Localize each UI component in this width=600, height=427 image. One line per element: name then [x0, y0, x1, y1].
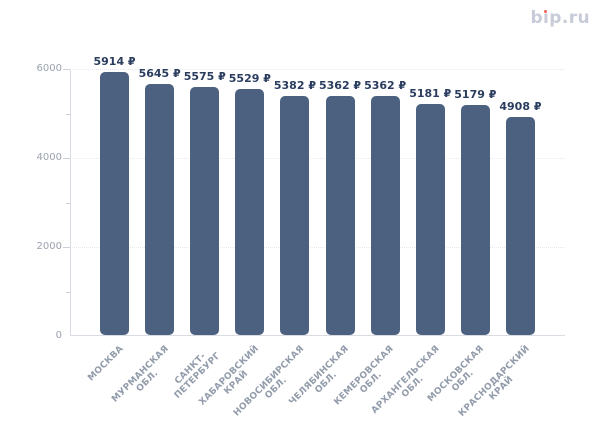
- bar: [145, 83, 175, 335]
- y-tick-major: [63, 247, 70, 248]
- bar-value-label: 5179 ₽: [454, 87, 497, 101]
- y-axis-label: 6000: [36, 63, 62, 74]
- bar: [100, 71, 130, 335]
- y-tick-minor: [66, 202, 70, 204]
- site-logo[interactable]: bı p.ru: [530, 8, 590, 28]
- logo-i-letter: ı: [543, 8, 550, 28]
- bar-value-label: 5575 ₽: [183, 69, 226, 83]
- bar-value-label: 5529 ₽: [228, 71, 271, 85]
- bar: [460, 104, 490, 335]
- bar: [280, 95, 310, 335]
- bar-value-label: 5382 ₽: [273, 78, 316, 92]
- bar-value-label: 5181 ₽: [409, 87, 452, 101]
- bar: [415, 104, 445, 335]
- gridline: [70, 247, 565, 248]
- logo-i-dot: [543, 9, 548, 13]
- bar-value-label: 4908 ₽: [499, 99, 542, 113]
- bar: [235, 88, 265, 335]
- y-tick-major: [63, 69, 70, 70]
- y-axis-label: 2000: [36, 241, 62, 252]
- y-axis-label: 0: [55, 330, 62, 341]
- y-axis-line: [70, 69, 71, 336]
- bar-value-label: 5914 ₽: [93, 54, 136, 68]
- bar-value-label: 5645 ₽: [138, 66, 181, 80]
- x-axis-label: МОСКВА: [86, 344, 126, 384]
- bar: [325, 96, 355, 335]
- bar-value-label: 5362 ₽: [318, 79, 362, 93]
- y-tick-minor: [66, 291, 70, 293]
- y-tick-major: [63, 158, 70, 159]
- y-axis-label: 4000: [36, 152, 62, 163]
- y-tick-minor: [66, 113, 70, 115]
- plot-area: 0 2000 4000 6000 5914 ₽ МОСКВА 5645 ₽ МУРМАНСКА…: [37, 55, 565, 419]
- gridline: [70, 158, 565, 159]
- bar: [505, 116, 535, 335]
- bar: [370, 96, 400, 335]
- bar: [190, 86, 220, 335]
- x-axis-line: [70, 335, 565, 336]
- gridline: [70, 69, 565, 70]
- bar-value-label: 5362 ₽: [364, 79, 407, 93]
